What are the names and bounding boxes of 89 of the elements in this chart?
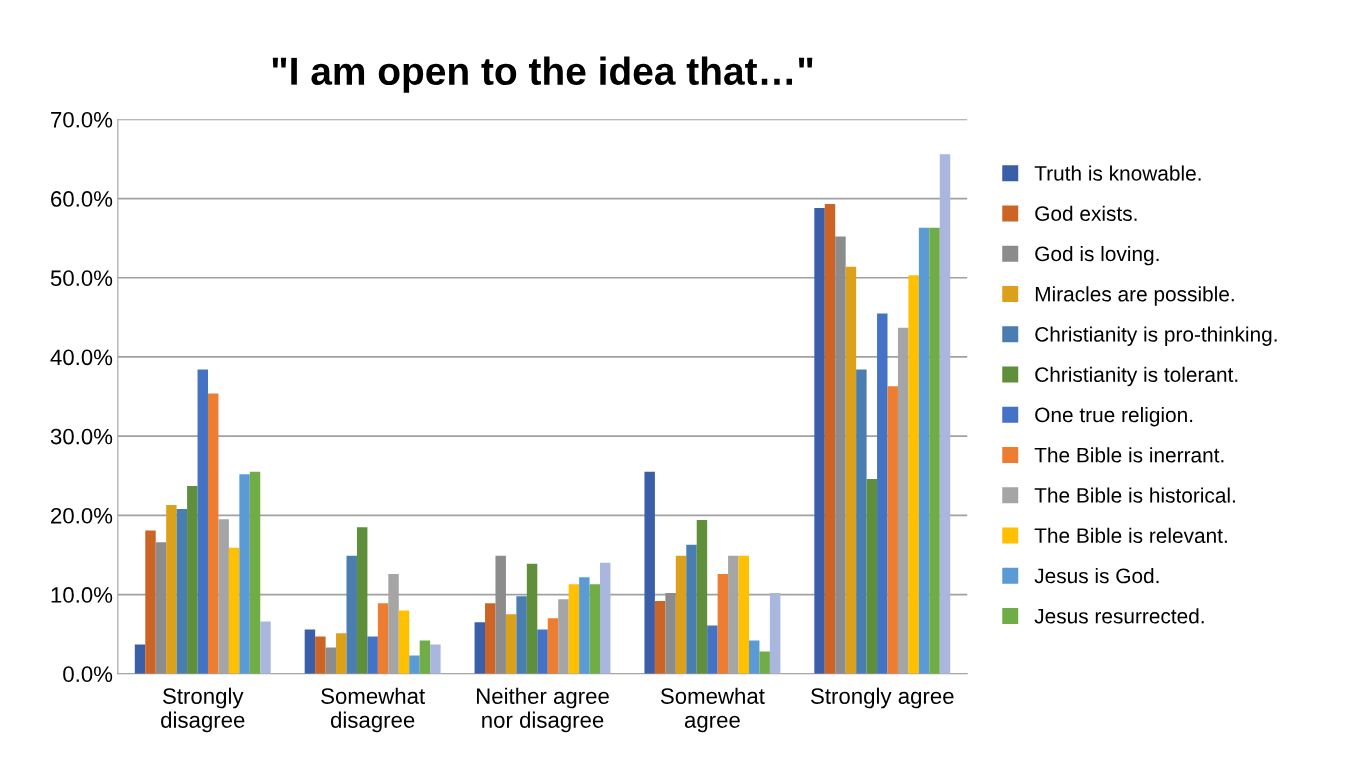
bar — [939, 154, 951, 674]
legend-label: Jesus is God. — [1034, 567, 1159, 584]
bar — [654, 600, 666, 674]
bar — [769, 592, 781, 674]
bar — [665, 592, 676, 674]
bar — [558, 599, 569, 674]
bar — [547, 618, 559, 674]
y-tick-label: 50.0% — [50, 270, 113, 287]
bar — [485, 603, 496, 674]
legend-label: The Bible is inerrant. — [1034, 447, 1224, 463]
bar — [218, 519, 229, 674]
bar — [166, 505, 177, 674]
y-tick-label: 10.0% — [51, 587, 113, 603]
bar — [866, 478, 878, 674]
bar — [367, 636, 378, 674]
bar — [409, 655, 420, 674]
bar — [644, 471, 655, 674]
bar — [877, 313, 888, 674]
bar — [835, 236, 846, 674]
bar — [526, 563, 538, 674]
bar — [908, 275, 919, 674]
legend-label: The Bible is relevant. — [1034, 527, 1227, 544]
bar — [260, 621, 271, 674]
bar — [336, 633, 347, 674]
bar — [187, 486, 198, 674]
bar — [377, 603, 389, 674]
y-tick-label: 60.0% — [51, 191, 113, 207]
bar — [505, 614, 517, 674]
bar — [325, 647, 337, 674]
bar — [145, 530, 156, 674]
x-tick-label: Somewhat agree — [660, 687, 765, 733]
bar — [814, 208, 825, 674]
bar — [537, 629, 548, 674]
y-tick-label: 20.0% — [51, 507, 113, 524]
bar — [474, 622, 486, 674]
chart-title: "I am open to the idea that…" — [272, 56, 813, 93]
bar — [228, 547, 240, 674]
bar — [356, 527, 368, 674]
bar — [568, 584, 580, 674]
bar — [728, 555, 739, 674]
bar — [155, 542, 167, 674]
bar — [239, 474, 250, 674]
x-tick-label: Somewhat disagree — [321, 687, 425, 733]
bar — [398, 610, 410, 674]
bar — [430, 644, 441, 674]
bar — [845, 266, 857, 674]
bar — [589, 584, 601, 674]
bar — [249, 471, 261, 674]
legend-label: The Bible is historical. — [1034, 487, 1235, 503]
bar — [918, 227, 930, 674]
bar — [856, 369, 867, 674]
y-tick-label: 0.0% — [63, 666, 113, 683]
y-tick-label: 70.0% — [51, 111, 113, 128]
bar — [419, 640, 431, 674]
bar — [197, 369, 208, 674]
bar — [346, 555, 357, 674]
bar — [675, 555, 687, 674]
bar — [516, 596, 527, 674]
bar — [696, 520, 708, 674]
bar — [304, 629, 316, 674]
x-tick-label: Strongly disagree — [161, 687, 245, 733]
bar — [929, 227, 940, 674]
legend-label: God exists. — [1035, 205, 1137, 221]
bar — [315, 636, 326, 674]
bar — [176, 509, 188, 674]
bar — [707, 625, 718, 674]
legend-label: Christianity is pro-thinking. — [1035, 326, 1277, 346]
legend-label: Jesus resurrected. — [1034, 608, 1204, 624]
legend-label: Truth is knowable. — [1034, 165, 1201, 181]
bar — [717, 573, 729, 674]
bar — [207, 393, 219, 674]
bar — [824, 204, 836, 674]
x-tick-label: Neither agree nor disagree — [477, 687, 609, 733]
y-tick-label: 40.0% — [50, 349, 113, 366]
bar — [495, 555, 506, 674]
bar — [738, 555, 749, 674]
y-tick-label: 30.0% — [50, 428, 113, 445]
bar — [686, 544, 697, 674]
bar — [887, 386, 898, 674]
legend-label: God is loving. — [1035, 245, 1159, 266]
bar — [748, 640, 760, 674]
bar — [579, 577, 590, 674]
bar — [600, 562, 611, 674]
legend-label: Miracles are possible. — [1035, 286, 1234, 306]
bar — [759, 651, 770, 674]
legend-label: Christianity is tolerant. — [1035, 366, 1238, 387]
bar — [134, 644, 146, 674]
legend-label: One true religion. — [1035, 406, 1193, 427]
x-tick-label: Strongly agree — [811, 687, 954, 709]
